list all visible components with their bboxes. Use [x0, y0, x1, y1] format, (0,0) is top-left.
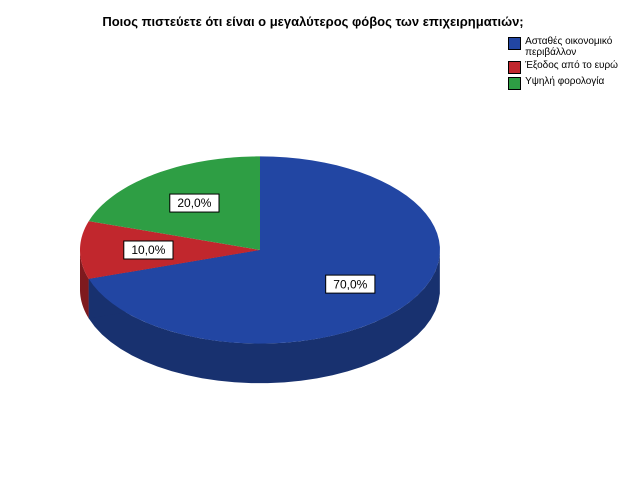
slice-label: 70,0% [326, 275, 375, 293]
pie-chart: 70,0% 10,0% 20,0% [50, 80, 470, 460]
legend-swatch [508, 37, 521, 50]
chart-title: Ποιος πιστεύετε ότι είναι ο μεγαλύτερος … [0, 14, 626, 29]
legend-item: Υψηλή φορολογία [508, 76, 618, 90]
legend: Ασταθές οικονομικό περιβάλλον Έξοδος από … [508, 36, 618, 92]
pie-svg: 70,0% 10,0% 20,0% [50, 80, 470, 460]
slice-label: 20,0% [170, 194, 219, 212]
legend-label: Έξοδος από το ευρώ [525, 60, 618, 71]
legend-item: Ασταθές οικονομικό περιβάλλον [508, 36, 618, 58]
chart-container: Ποιος πιστεύετε ότι είναι ο μεγαλύτερος … [0, 0, 626, 501]
legend-swatch [508, 61, 521, 74]
legend-item: Έξοδος από το ευρώ [508, 60, 618, 74]
legend-label: Ασταθές οικονομικό περιβάλλον [525, 36, 612, 58]
svg-text:10,0%: 10,0% [131, 243, 165, 257]
legend-swatch [508, 77, 521, 90]
legend-label: Υψηλή φορολογία [525, 76, 604, 87]
slice-label: 10,0% [124, 241, 173, 259]
svg-text:20,0%: 20,0% [177, 196, 211, 210]
svg-text:70,0%: 70,0% [333, 277, 367, 291]
